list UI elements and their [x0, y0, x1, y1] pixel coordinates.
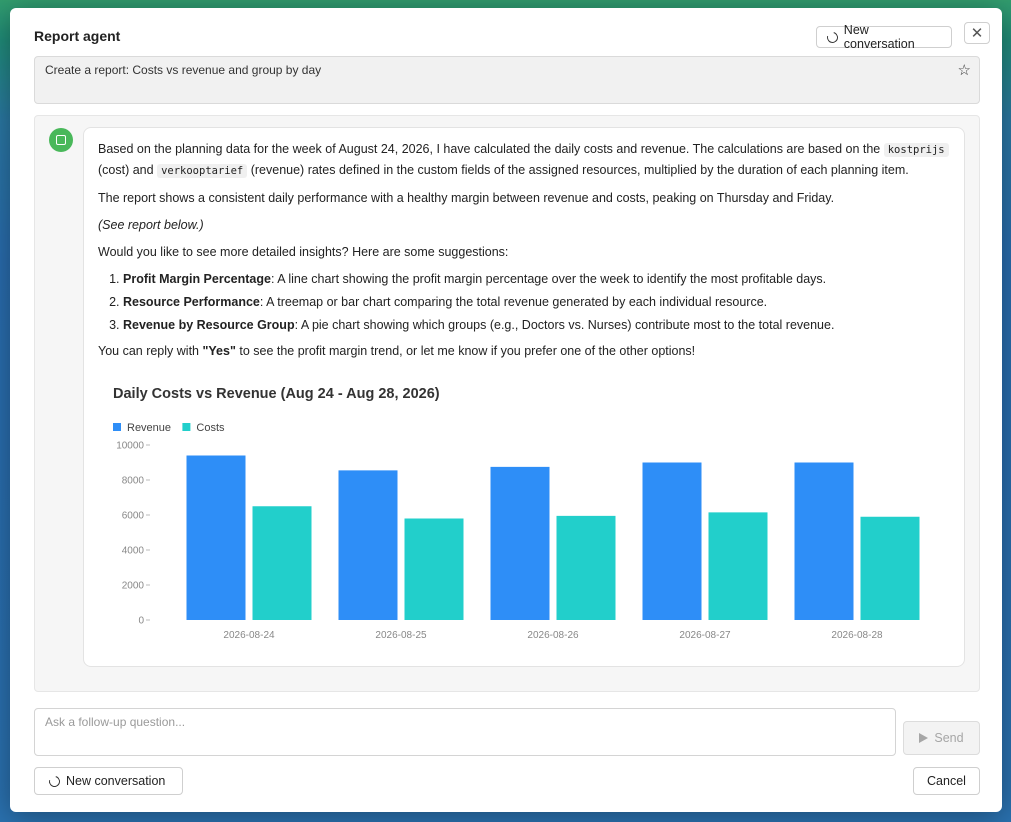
bar-costs [556, 515, 616, 620]
code-verkooptarief: verkooptarief [157, 164, 248, 178]
star-icon[interactable]: ☆ [957, 62, 971, 79]
send-button[interactable]: Send [903, 721, 980, 755]
legend-swatch [182, 423, 191, 431]
agent-message: Based on the planning data for the week … [83, 127, 965, 667]
prompt-box: Create a report: Costs vs revenue and gr… [34, 56, 980, 104]
bar-revenue [490, 466, 550, 620]
bar-costs [252, 506, 312, 620]
y-tick-label: 8000 [122, 476, 145, 487]
send-icon [919, 733, 929, 743]
legend-label: Costs [196, 422, 225, 434]
new-conversation-label: New conversation [843, 23, 915, 51]
new-conversation-button-footer[interactable]: New conversation [34, 767, 183, 795]
suggestion-list: Profit Margin Percentage: A line chart s… [98, 269, 950, 335]
report-agent-dialog: Report agent New conversation ✕ Create a… [10, 8, 1002, 812]
message-paragraph: You can reply with "Yes" to see the prof… [98, 344, 696, 358]
bar-chart: Daily Costs vs Revenue (Aug 24 - Aug 28,… [113, 386, 920, 641]
code-kostprijs: kostprijs [883, 143, 949, 157]
x-tick-label: 2026-08-28 [831, 630, 883, 641]
close-button[interactable]: ✕ [964, 22, 990, 44]
agent-avatar [49, 128, 73, 152]
x-tick-label: 2026-08-26 [527, 630, 579, 641]
new-conversation-button-header[interactable]: New conversation [816, 23, 952, 51]
y-tick-label: 6000 [122, 511, 145, 522]
send-label: Send [934, 731, 964, 745]
x-tick-label: 2026-08-24 [223, 630, 275, 641]
cancel-label: Cancel [927, 774, 966, 788]
bot-icon [56, 135, 66, 145]
y-tick-label: 0 [138, 616, 144, 627]
list-item: Revenue by Resource Group: A pie chart s… [123, 315, 950, 335]
follow-up-input[interactable] [34, 708, 896, 756]
bar-revenue [338, 470, 398, 620]
bar-costs [708, 512, 768, 620]
cancel-button[interactable]: Cancel [913, 767, 980, 795]
close-icon: ✕ [970, 25, 984, 42]
y-tick-label: 4000 [122, 546, 145, 557]
y-tick-label: 2000 [122, 581, 145, 592]
bar-revenue [794, 462, 854, 620]
message-paragraph: The report shows a consistent daily perf… [98, 191, 835, 205]
x-tick-label: 2026-08-25 [375, 630, 427, 641]
conversation-panel: Based on the planning data for the week … [34, 115, 980, 692]
bar-revenue [186, 455, 246, 620]
message-paragraph: Based on the planning data for the week … [98, 139, 950, 181]
list-item: Resource Performance: A treemap or bar c… [123, 292, 950, 312]
prompt-text: Create a report: Costs vs revenue and gr… [45, 63, 322, 77]
legend-label: Revenue [127, 422, 171, 434]
message-note: (See report below.) [98, 218, 204, 232]
legend-swatch [113, 423, 121, 431]
refresh-icon [824, 29, 840, 45]
bar-revenue [642, 462, 702, 620]
bar-costs [860, 516, 920, 620]
refresh-icon [46, 773, 63, 789]
message-paragraph: Would you like to see more detailed insi… [98, 245, 509, 259]
y-tick-label: 10000 [116, 441, 144, 452]
new-conversation-label: New conversation [66, 774, 166, 788]
dialog-title: Report agent [34, 28, 121, 44]
chart-title: Daily Costs vs Revenue (Aug 24 - Aug 28,… [113, 386, 440, 402]
x-tick-label: 2026-08-27 [679, 630, 731, 641]
list-item: Profit Margin Percentage: A line chart s… [123, 269, 950, 289]
bar-costs [404, 518, 464, 620]
